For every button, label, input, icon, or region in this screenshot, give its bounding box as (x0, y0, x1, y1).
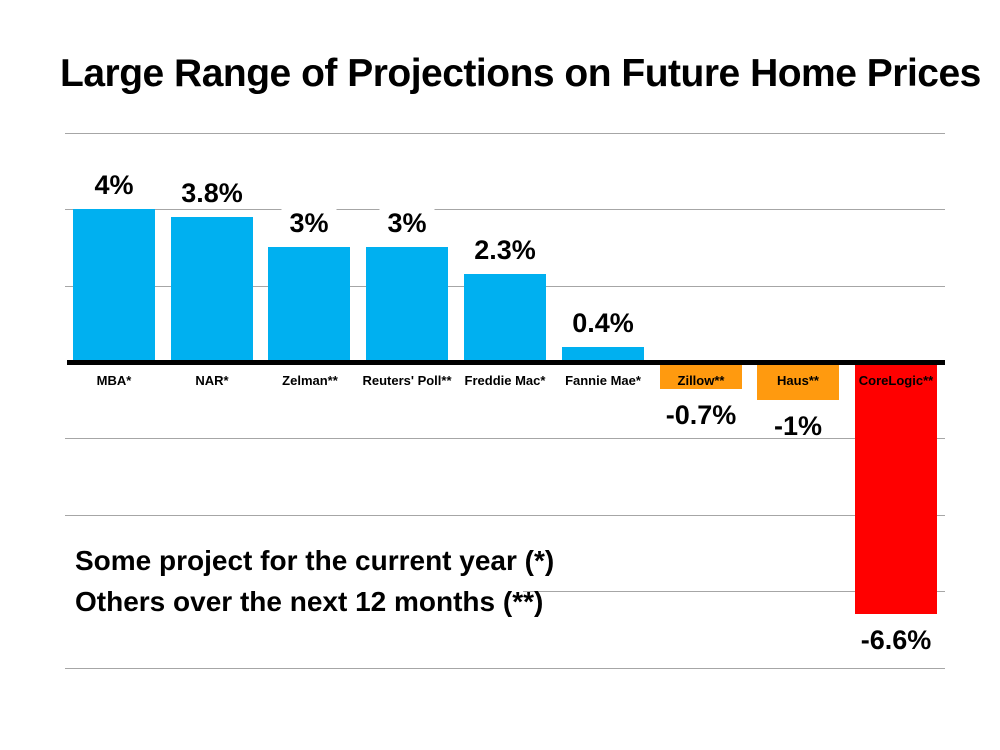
category-label-zillow: Zillow** (677, 373, 725, 388)
value-label-nar: 3.8% (173, 178, 251, 209)
value-label-freddie-mac: 2.3% (466, 235, 544, 266)
annotation-line-1: Some project for the current year (*) (75, 545, 555, 576)
gridline--2pct (65, 438, 945, 439)
bar-zelman (268, 247, 350, 360)
category-label-nar: NAR* (195, 373, 229, 388)
category-label-freddie-mac: Freddie Mac* (464, 373, 546, 388)
category-label-reuters-poll: Reuters' Poll** (362, 373, 452, 388)
value-label-mba: 4% (86, 170, 142, 201)
gridline-4pct (65, 209, 945, 210)
bar-corelogic (855, 365, 937, 614)
bar-zillow (660, 365, 742, 389)
value-label-zillow: -0.7% (665, 400, 737, 430)
value-label-haus: -1% (773, 411, 823, 441)
bar-fannie-mae (562, 347, 644, 360)
bar-freddie-mac (464, 274, 546, 360)
annotation-note: Some project for the current year (*) Ot… (65, 528, 555, 658)
bar-nar (171, 217, 253, 360)
value-label-fannie-mae: 0.4% (564, 308, 642, 339)
value-label-reuters-poll: 3% (379, 208, 435, 239)
category-label-fannie-mae: Fannie Mae* (565, 373, 641, 388)
category-label-corelogic: CoreLogic** (858, 373, 934, 388)
gridline-6pct (65, 133, 945, 134)
x-axis-line (67, 360, 945, 365)
category-label-mba: MBA* (96, 373, 132, 388)
bar-reuters-poll (366, 247, 448, 360)
gridline--8pct (65, 668, 945, 669)
value-label-corelogic: -6.6% (860, 625, 932, 655)
category-label-zelman: Zelman** (282, 373, 338, 388)
value-label-zelman: 3% (281, 208, 337, 239)
annotation-line-2: Others over the next 12 months (**) (75, 586, 544, 617)
bar-mba (73, 209, 155, 360)
category-label-haus: Haus** (777, 373, 819, 388)
bar-haus (757, 365, 839, 400)
gridline--4pct (65, 515, 945, 516)
chart-title: Large Range of Projections on Future Hom… (60, 52, 981, 95)
